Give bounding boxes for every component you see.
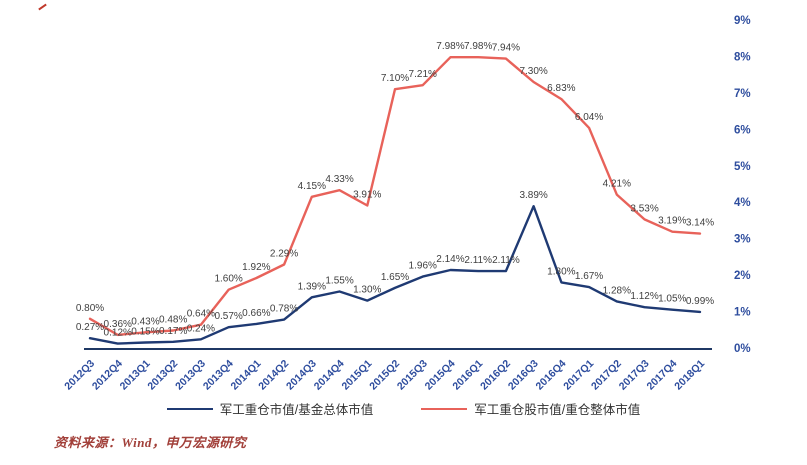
data-label: 0.15% (131, 327, 159, 338)
legend-line-blue (166, 407, 213, 410)
data-label: 1.92% (242, 262, 270, 273)
data-label: 2.14% (436, 254, 464, 265)
data-label: 0.36% (104, 319, 132, 330)
data-label: 6.04% (575, 112, 603, 123)
data-label: 0.48% (159, 315, 187, 326)
data-label: 0.64% (187, 309, 215, 320)
y-tick-label: 6% (734, 124, 751, 136)
data-label: 0.57% (214, 311, 242, 322)
data-label: 0.27% (76, 322, 104, 333)
y-tick-label: 2% (734, 270, 751, 282)
y-tick-label: 8% (734, 51, 751, 63)
legend-label: 军工重仓股市值/重仓整体市值 (474, 403, 641, 417)
data-label: 4.15% (298, 181, 326, 192)
data-label: 0.12% (104, 328, 132, 339)
data-label: 1.39% (298, 281, 326, 292)
data-label: 7.10% (381, 73, 409, 84)
legend-item-heavy-ratio: 军工重仓股市值/重仓整体市值 (421, 399, 640, 418)
data-label: 1.60% (214, 274, 242, 285)
source-note: 资料来源：Wind，申万宏源研究 (54, 435, 247, 450)
data-label: 7.21% (409, 69, 437, 80)
y-tick-label: 0% (734, 343, 751, 355)
series-line-red (88, 56, 702, 337)
data-label: 7.98% (464, 41, 492, 52)
data-label: 3.91% (353, 190, 381, 201)
data-label: 0.99% (686, 296, 714, 307)
data-label: 7.30% (519, 66, 547, 77)
data-label: 2.29% (270, 249, 298, 260)
data-label: 1.12% (630, 291, 658, 302)
y-tick-label: 4% (734, 197, 751, 209)
data-label: 0.24% (187, 323, 215, 334)
data-label: 6.83% (547, 83, 575, 94)
y-tick-label: 7% (734, 88, 751, 100)
data-label: 0.43% (131, 316, 159, 327)
data-label: 1.80% (547, 266, 575, 277)
y-tick-label: 5% (734, 161, 751, 173)
data-label: 0.66% (242, 308, 270, 319)
data-label: 3.53% (630, 203, 658, 214)
y-tick-label: 3% (734, 234, 751, 246)
data-label: 1.28% (603, 285, 631, 296)
data-label: 0.80% (76, 303, 104, 314)
data-label: 0.17% (159, 326, 187, 337)
data-label: 2.11% (464, 255, 492, 266)
data-label: 1.96% (409, 261, 437, 272)
x-tick-label: 2018Q1 (672, 358, 707, 393)
y-tick-label: 1% (734, 307, 751, 319)
data-label: 1.30% (353, 285, 381, 296)
data-label: 1.05% (658, 294, 686, 305)
data-label: 1.55% (325, 276, 353, 287)
legend-label: 军工重仓市值/基金总体市值 (219, 403, 374, 417)
data-label: 4.21% (603, 179, 631, 190)
data-label: 3.19% (658, 216, 686, 227)
legend-item-fund-ratio: 军工重仓市值/基金总体市值 (166, 399, 374, 418)
y-tick-label: 9% (734, 15, 751, 27)
data-label: 7.98% (436, 41, 464, 52)
data-label: 4.33% (325, 174, 353, 185)
data-label: 7.94% (492, 43, 520, 54)
data-label: 3.89% (519, 190, 547, 201)
data-label: 0.78% (270, 304, 298, 315)
data-label: 1.67% (575, 271, 603, 282)
data-label: 2.11% (492, 255, 520, 266)
data-label: 3.14% (686, 218, 714, 229)
legend-line-red (421, 407, 468, 410)
series-line-blue (88, 204, 702, 345)
data-label: 1.65% (381, 272, 409, 283)
chart-legend: 军工重仓市值/基金总体市值 军工重仓股市值/重仓整体市值 (0, 399, 807, 418)
